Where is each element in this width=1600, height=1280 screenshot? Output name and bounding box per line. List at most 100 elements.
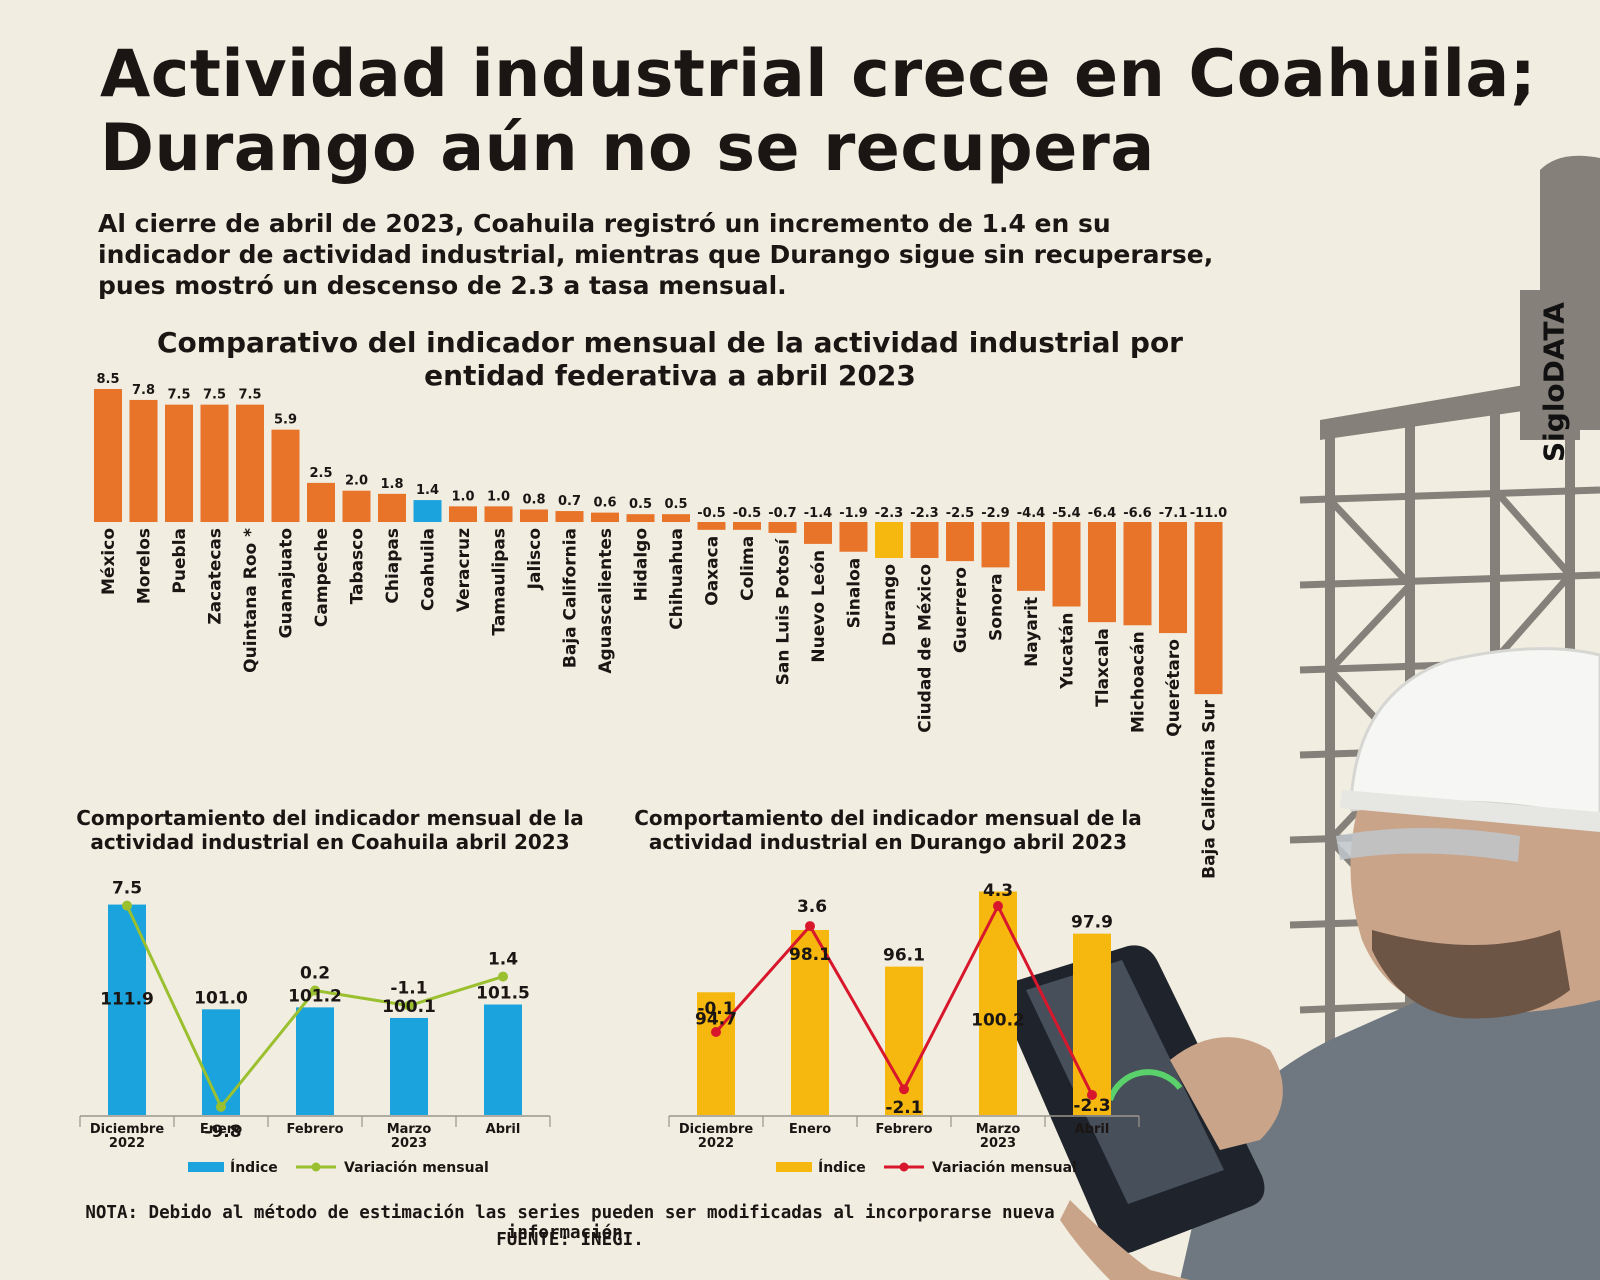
bar-colima — [733, 522, 761, 530]
bar-value-label: -4.4 — [1017, 506, 1045, 521]
x-category-label: Febrero — [875, 1122, 932, 1137]
category-label: Baja California Sur — [1200, 700, 1220, 879]
bar-quer-taro — [1159, 522, 1187, 634]
bar-value-label: -5.4 — [1052, 506, 1080, 521]
bar-durango — [875, 522, 903, 558]
category-label: Michoacán — [1129, 631, 1149, 733]
variation-point — [1087, 1089, 1097, 1100]
legend-bar-label: Índice — [818, 1159, 866, 1176]
bar-value-label: 2.0 — [345, 474, 368, 489]
category-label: Sinaloa — [845, 558, 865, 629]
legend-bar-swatch — [188, 1162, 224, 1172]
index-bar — [390, 1017, 428, 1115]
bar-value-label: -6.6 — [1123, 506, 1151, 521]
bar-value-label: 0.6 — [593, 496, 616, 511]
x-category-label: Enero — [789, 1122, 831, 1137]
x-category-label: Diciembre — [90, 1122, 164, 1137]
index-bar — [202, 1009, 240, 1115]
x-category-label: 2023 — [391, 1136, 427, 1151]
index-bar — [108, 904, 146, 1115]
bar-hidalgo — [626, 514, 655, 522]
index-value-label: 101.0 — [194, 988, 248, 1008]
bar-value-label: 2.5 — [309, 466, 332, 481]
bar-puebla — [165, 404, 193, 522]
bar-coahuila — [413, 500, 442, 522]
main-chart-title-line2: entidad federativa a abril 2023 — [424, 359, 916, 392]
x-category-label: Marzo — [387, 1122, 432, 1137]
bar-jalisco — [520, 509, 548, 522]
variation-point — [310, 985, 320, 996]
variation-point — [899, 1084, 909, 1095]
index-value-label: 97.9 — [1071, 913, 1113, 933]
category-label: Durango — [880, 564, 900, 646]
bar-value-label: -0.7 — [768, 506, 796, 521]
category-label: Guerrero — [951, 567, 971, 653]
variation-point — [404, 1000, 414, 1011]
legend-bar-label: Índice — [230, 1159, 278, 1176]
bar-value-label: 7.5 — [203, 388, 226, 403]
category-label: Oaxaca — [703, 536, 723, 606]
index-value-label: 100.2 — [971, 1010, 1025, 1030]
variation-value-label: 4.3 — [983, 881, 1013, 901]
index-bar — [979, 891, 1017, 1115]
variation-value-label: -2.3 — [1073, 1096, 1110, 1116]
bar-nuevo-le-n — [804, 522, 832, 544]
lead-paragraph: Al cierre de abril de 2023, Coahuila reg… — [98, 208, 1278, 301]
main-chart-title: Comparativo del indicador mensual de la … — [110, 326, 1230, 392]
bar-baja-california-sur — [1194, 522, 1223, 695]
index-bar — [791, 929, 829, 1115]
category-label: Tamaulipas — [490, 528, 510, 636]
bar-value-label: -7.1 — [1159, 506, 1187, 521]
category-label: México — [99, 528, 119, 595]
variation-value-label: -2.1 — [885, 1098, 922, 1118]
variation-point — [711, 1026, 721, 1037]
category-label: Chihuahua — [667, 528, 687, 630]
bar-chihuahua — [662, 514, 690, 522]
index-value-label: 94.7 — [695, 1009, 737, 1029]
coahuila-chart-title-line1: Comportamiento del indicador mensual de … — [76, 806, 584, 830]
bar-value-label: 1.4 — [416, 483, 439, 498]
legend-line-label: Variación mensual — [932, 1160, 1077, 1176]
x-category-label: 2022 — [698, 1136, 734, 1151]
bar-value-label: 5.9 — [274, 413, 297, 428]
durango-chart-title-line1: Comportamiento del indicador mensual de … — [634, 806, 1142, 830]
index-value-label: 98.1 — [789, 945, 831, 965]
bar-m-xico — [94, 389, 122, 522]
bar-nayarit — [1017, 522, 1045, 591]
x-category-label: Diciembre — [679, 1122, 753, 1137]
index-bar — [484, 1004, 522, 1115]
category-label: Quintana Roo * — [241, 528, 261, 673]
bar-value-label: -0.5 — [733, 506, 761, 521]
variation-point — [216, 1101, 226, 1112]
index-value-label: 96.1 — [883, 946, 925, 966]
variation-value-label: 0.2 — [300, 964, 330, 984]
bar-zacatecas — [200, 404, 229, 522]
variation-point — [993, 901, 1003, 912]
durango-chart-title: Comportamiento del indicador mensual de … — [598, 806, 1178, 854]
bar-value-label: 1.0 — [487, 489, 510, 504]
variation-value-label: -1.1 — [390, 979, 427, 999]
bar-campeche — [307, 482, 335, 522]
bar-value-label: -6.4 — [1088, 506, 1116, 521]
bar-guerrero — [946, 522, 974, 562]
variation-point — [805, 921, 815, 932]
variation-value-label: 7.5 — [112, 879, 142, 899]
variation-value-label: 1.4 — [488, 950, 518, 970]
index-bar — [697, 992, 735, 1115]
bar-value-label: -2.9 — [981, 506, 1009, 521]
bar-value-label: 0.8 — [522, 492, 545, 507]
variation-value-label: 3.6 — [797, 897, 827, 917]
category-label: Zacatecas — [206, 528, 226, 625]
category-label: Hidalgo — [632, 528, 652, 601]
category-label: Jalisco — [525, 528, 545, 590]
x-category-label: Abril — [486, 1122, 521, 1137]
category-label: Nayarit — [1022, 597, 1042, 667]
bar-value-label: -1.4 — [804, 506, 832, 521]
variation-value-label: -9.8 — [204, 1122, 241, 1142]
category-label: Nuevo León — [809, 550, 829, 663]
index-value-label: 111.9 — [100, 990, 154, 1010]
bar-guanajuato — [271, 429, 300, 522]
bar-chiapas — [378, 493, 406, 522]
